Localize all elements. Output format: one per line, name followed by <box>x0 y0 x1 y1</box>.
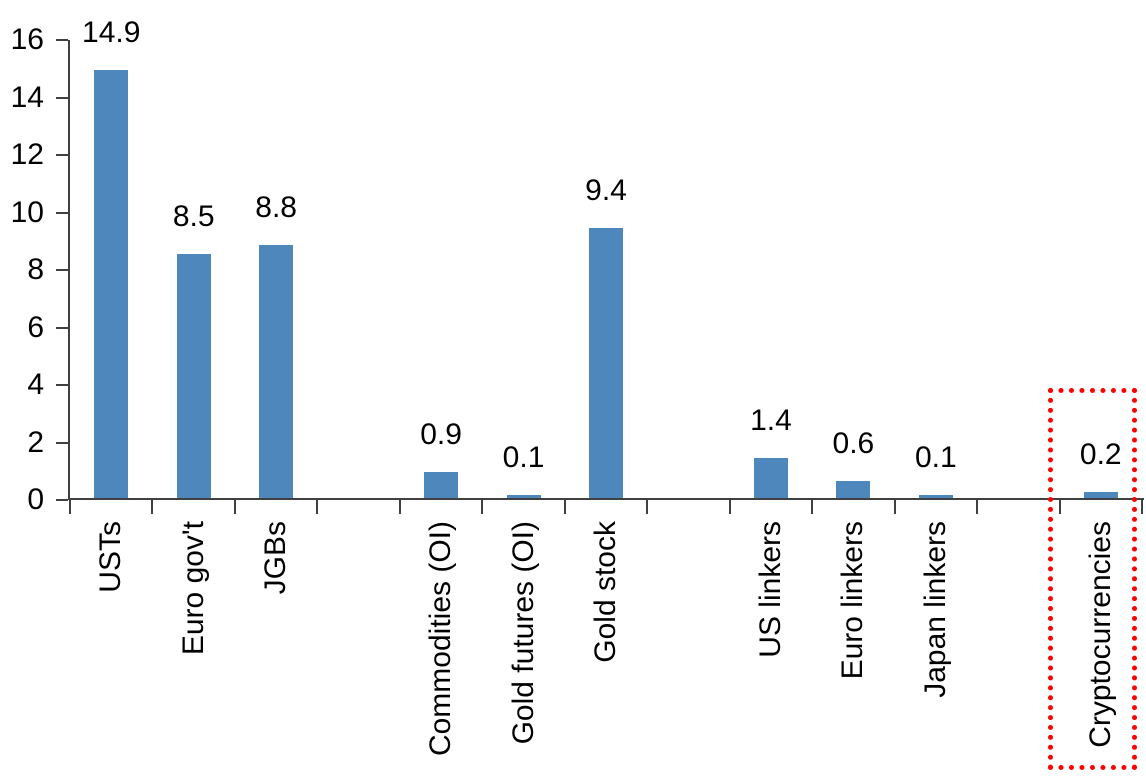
x-tick-1 <box>151 500 154 514</box>
y-axis-line <box>68 40 70 500</box>
bar-jgbs <box>259 245 294 498</box>
bar-japan-linkers <box>918 495 953 498</box>
bar-commodities-oi <box>424 472 459 498</box>
x-axis-line <box>68 498 1144 500</box>
y-tick-4 <box>56 384 68 386</box>
y-tick-0 <box>56 499 68 501</box>
x-tick-4 <box>398 500 401 514</box>
x-tick-12 <box>1058 500 1061 514</box>
x-tick-3 <box>316 500 319 514</box>
x-tick-2 <box>233 500 236 514</box>
category-label-euro-gov-t: Euro gov't <box>176 521 210 656</box>
value-label-jgbs: 8.8 <box>255 191 297 224</box>
x-tick-0 <box>69 500 71 514</box>
category-label-gold-stock: Gold stock <box>589 521 622 663</box>
y-tick-8 <box>56 269 68 271</box>
value-label-us-linkers: 1.4 <box>750 403 792 437</box>
y-tick-16 <box>56 39 68 41</box>
y-tick-label-8: 8 <box>27 253 44 286</box>
y-tick-label-16: 16 <box>10 23 44 56</box>
x-tick-5 <box>481 500 484 514</box>
value-label-commodities-oi: 0.9 <box>420 418 462 452</box>
value-label-gold-stock: 9.4 <box>585 173 627 207</box>
value-label-japan-linkers: 0.1 <box>914 441 957 475</box>
bar-gold-stock <box>589 227 623 498</box>
y-tick-label-12: 12 <box>10 138 44 171</box>
x-tick-6 <box>563 500 566 514</box>
value-label-euro-linkers: 0.6 <box>832 426 875 460</box>
bar-us-linkers <box>753 457 788 498</box>
category-label-gold-futures-oi: Gold futures (OI) <box>506 521 540 745</box>
y-tick-label-10: 10 <box>10 195 44 229</box>
y-tick-label-6: 6 <box>27 310 44 344</box>
x-tick-11 <box>976 500 979 514</box>
y-tick-label-0: 0 <box>27 483 44 516</box>
y-tick-6 <box>56 326 68 329</box>
bar-gold-futures-oi <box>506 495 541 498</box>
y-tick-label-2: 2 <box>27 425 44 459</box>
bar-euro-gov-t <box>176 253 211 498</box>
x-tick-10 <box>893 500 896 514</box>
category-label-usts: USTs <box>94 521 128 593</box>
y-tick-label-4: 4 <box>27 368 44 401</box>
value-label-cryptocurrencies: 0.2 <box>1079 438 1122 472</box>
cryptocurrencies-highlight-box <box>1048 388 1137 770</box>
bar-usts <box>94 69 129 498</box>
category-label-japan-linkers: Japan linkers <box>918 521 952 698</box>
x-tick-7 <box>646 500 649 514</box>
value-label-euro-gov-t: 8.5 <box>172 199 215 233</box>
y-tick-14 <box>56 96 68 99</box>
value-label-gold-futures-oi: 0.1 <box>502 441 545 475</box>
x-tick-9 <box>811 500 814 514</box>
bar-cryptocurrencies <box>1083 492 1118 498</box>
x-tick-8 <box>728 500 731 514</box>
bar-euro-linkers <box>836 480 871 498</box>
y-tick-10 <box>56 211 68 214</box>
y-tick-label-14: 14 <box>10 80 44 114</box>
category-label-us-linkers: US linkers <box>753 521 787 658</box>
y-tick-2 <box>56 441 68 444</box>
category-label-commodities-oi: Commodities (OI) <box>424 521 458 757</box>
category-label-euro-linkers: Euro linkers <box>836 521 870 680</box>
value-label-usts: 14.9 <box>82 15 141 49</box>
category-label-jgbs: JGBs <box>259 521 293 595</box>
y-tick-12 <box>56 154 68 156</box>
x-tick-13 <box>1141 500 1143 514</box>
